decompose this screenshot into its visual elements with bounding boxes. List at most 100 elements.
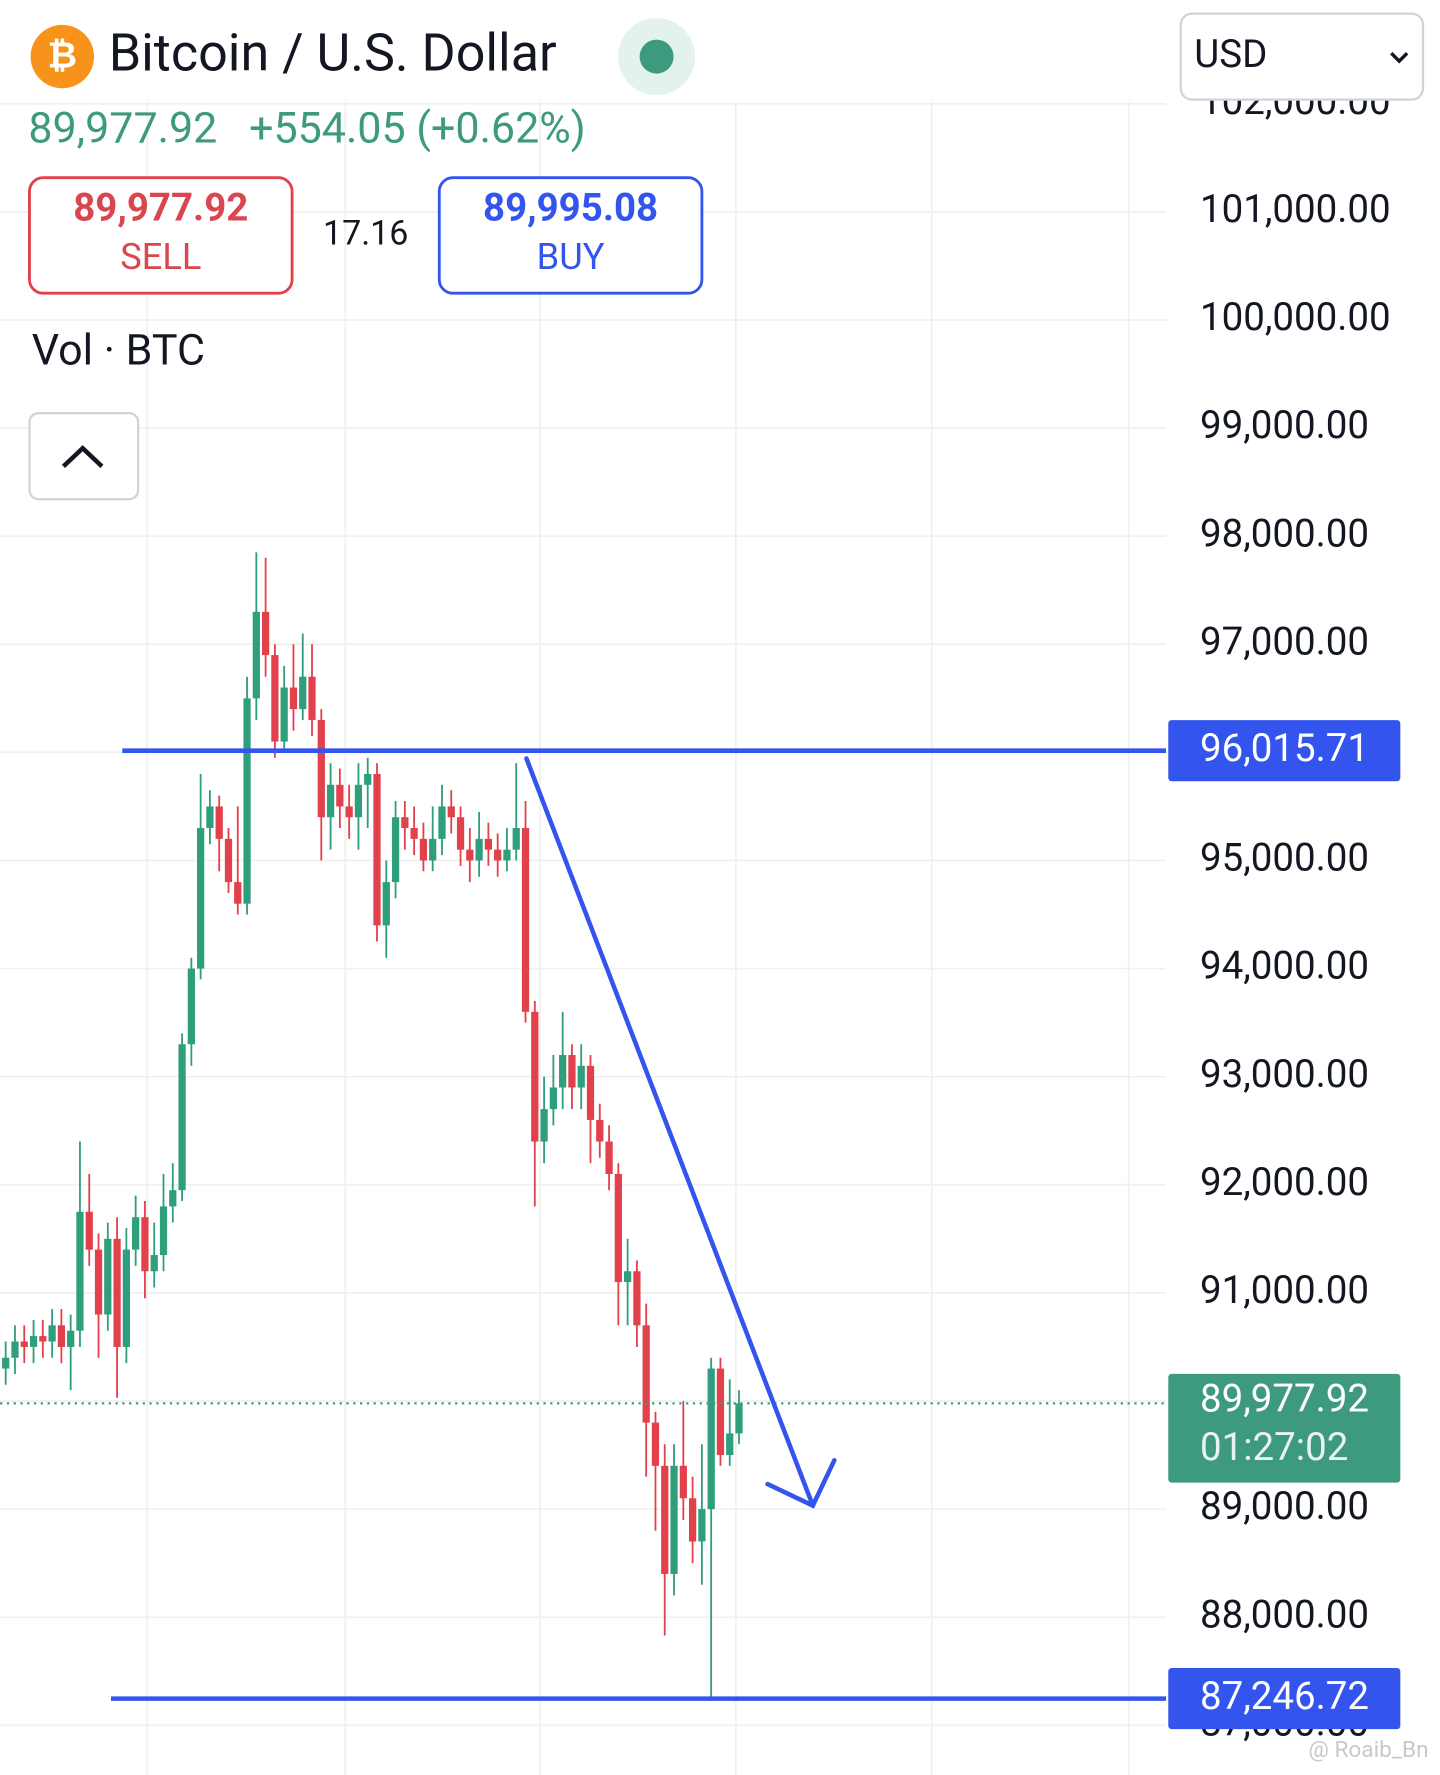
candle-body [419,838,428,861]
candle-body [159,1206,168,1256]
candle-body [466,849,474,861]
last-price-box [1168,1373,1401,1483]
candle-body [39,1336,47,1342]
currency-select[interactable] [1179,12,1425,101]
candle-body [577,1065,585,1088]
candle-body [326,784,335,818]
candle-body [651,1422,660,1466]
candle-body [373,773,381,926]
candle-body [679,1465,687,1499]
y-tick-label: 88,000.00 [1200,1592,1369,1637]
candle-body [475,838,483,861]
candle-body [215,806,223,839]
candle-body [317,719,325,818]
candle-body [559,1055,567,1088]
candle-body [354,784,363,818]
sell-price: 89,977.92 [73,186,248,231]
candle-body [76,1211,84,1331]
candle-body [429,838,437,861]
watermark: @ Roaib_Bn [1309,1736,1429,1763]
y-tick-label: 92,000.00 [1200,1160,1369,1205]
candle-body [670,1465,678,1574]
candle-body [29,1336,38,1347]
candle-body [141,1217,149,1272]
y-tick-label: 94,000.00 [1200,944,1369,989]
candle-body [707,1368,715,1510]
y-tick-label: 97,000.00 [1200,619,1369,664]
candle-body [614,1173,622,1283]
candle-body [688,1498,697,1542]
level-label-bg [1168,720,1401,782]
y-tick-label: 101,000.00 [1200,187,1391,232]
candle-body [261,611,270,656]
candle-body [698,1509,706,1542]
candle-body [531,1011,539,1142]
candle-body [243,698,251,904]
candle-body [57,1325,66,1347]
candle-body [48,1325,56,1342]
candle-body [447,806,455,818]
buy-price: 89,995.08 [483,186,658,231]
level-label: 96,015.71 [1200,726,1369,771]
candle-body [438,806,446,839]
vertical-grid [146,0,1130,1775]
sell-button[interactable] [28,176,294,295]
header-bg [0,0,1167,102]
trend-arrow [524,756,837,1509]
candle-body [586,1065,595,1120]
y-tick-label: 91,000.00 [1200,1268,1369,1313]
candle-body [289,687,298,710]
candle-body [122,1249,130,1347]
candle-body [549,1087,557,1110]
currency: USD [1194,32,1267,77]
level-label: 87,246.72 [1200,1674,1369,1719]
candle-body [726,1433,734,1456]
btc-symbol: ₿ [48,33,78,76]
candle-body [391,817,400,883]
candle-body [633,1271,641,1326]
candle-body [169,1190,177,1207]
candle-body [735,1403,743,1434]
candle-body [521,828,530,1012]
btc-icon [30,24,94,89]
candle-body [494,849,502,861]
y-tick-label: 95,000.00 [1200,836,1369,881]
candle-body [11,1341,19,1358]
candle-body [206,806,214,829]
last-price-label: 89,977.92 [1200,1376,1369,1421]
candle-body [596,1119,604,1142]
candle-body [540,1109,548,1142]
buy-button[interactable] [437,176,704,295]
candle-body [67,1330,75,1347]
candle-body [224,838,233,883]
candle-body [336,784,344,807]
candle-body [456,817,465,850]
candle-body [568,1055,576,1088]
buy-label: BUY [537,235,605,278]
level-label-bg [1168,1668,1401,1730]
candle-body [642,1325,650,1423]
candle-body [197,828,205,969]
candle-body [85,1211,93,1250]
collapse-button[interactable] [28,412,140,501]
candle-body [401,817,409,829]
change: +554.05 (+0.62%) [249,103,586,154]
y-tick-label: 93,000.00 [1200,1052,1369,1097]
candle-body [605,1141,613,1174]
candle-body [410,828,418,839]
candle-body [512,828,520,850]
candle-body [132,1217,140,1250]
candle-body [271,655,279,742]
candle-body [2,1357,10,1369]
candle-body [382,882,390,926]
candle-body [345,806,353,818]
candle-body [364,773,372,785]
candle-body [252,611,260,699]
candle-body [280,687,288,742]
y-tick-label: 98,000.00 [1200,511,1369,556]
y-tick-label: 100,000.00 [1200,295,1391,340]
candle-body [234,882,242,904]
spread: 17.16 [323,213,408,253]
candle-body [624,1271,632,1283]
